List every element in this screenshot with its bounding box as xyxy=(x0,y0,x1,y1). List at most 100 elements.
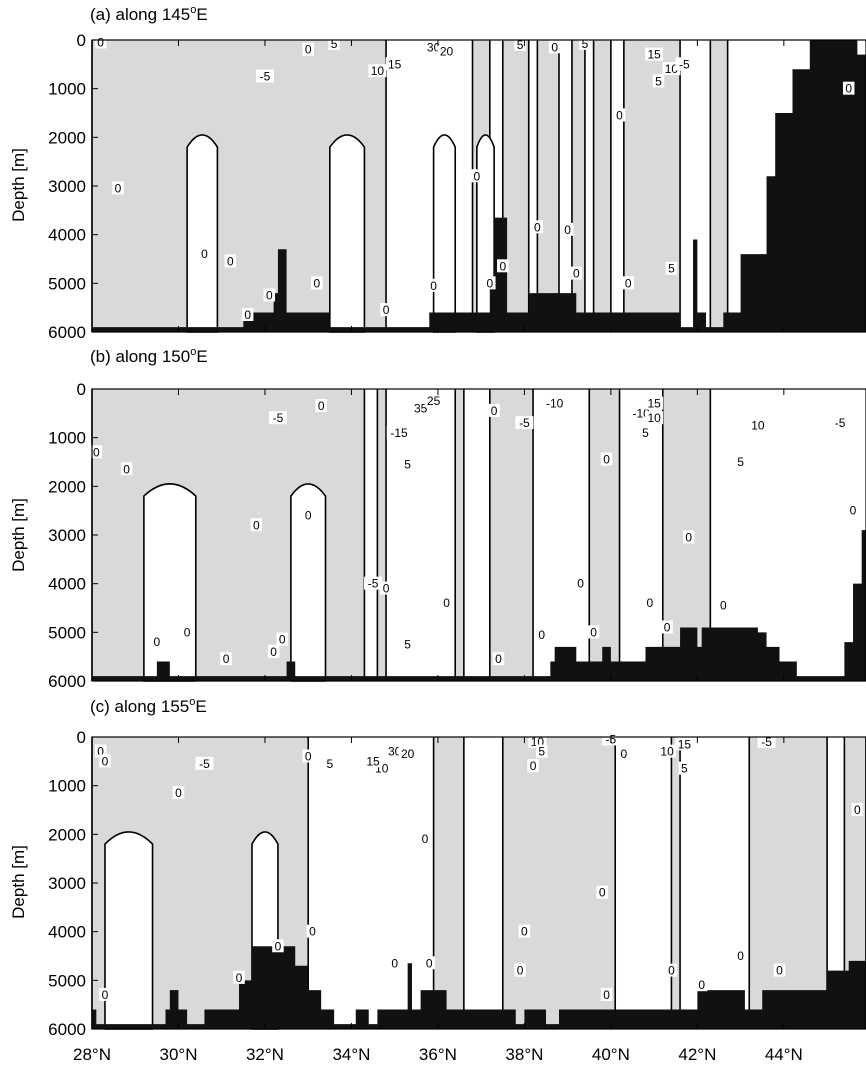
panel-a-contour-label-bg xyxy=(497,259,509,273)
panel-a-contour-label-bg xyxy=(561,222,574,236)
panel-c-contour-label-bg xyxy=(535,744,548,758)
panel-b-y-tick-label: 1000 xyxy=(48,429,86,448)
panel-b-contour-label: 0 xyxy=(184,625,191,639)
panel-b-contour-label-bg xyxy=(535,627,548,641)
panel-c-negative-region xyxy=(671,737,681,1029)
panel-b-contour-label: 15 xyxy=(647,397,661,411)
panel-a-y-tick-label: 5000 xyxy=(48,274,86,293)
panel-c-contour-label: 5 xyxy=(681,762,688,776)
panel-a-contour-label-bg xyxy=(94,35,107,49)
panel-a-contour-label: 0 xyxy=(573,267,580,281)
panel-a-contour-label: 15 xyxy=(388,57,402,71)
panel-c-contour-label-bg xyxy=(195,756,214,770)
panel-b-contour-label: 0 xyxy=(123,462,130,476)
panel-b-contour-label-bg xyxy=(645,411,664,425)
panel-b-contour-label: 5 xyxy=(642,426,649,440)
panel-b-contour-label-bg xyxy=(401,637,414,651)
panel-a-contour-label-bg xyxy=(380,303,392,317)
panel-a-contour-label-bg xyxy=(255,69,274,83)
panel-c-contour-label: 15 xyxy=(678,737,692,751)
panel-c-contour-label-bg xyxy=(272,939,284,953)
panel-b-contour-label: 0 xyxy=(318,399,325,413)
panel-a-y-tick-label: 3000 xyxy=(48,177,86,196)
panel-b-negative-region xyxy=(489,389,534,681)
panel-a-negative-region xyxy=(623,40,681,332)
panel-a-contour-label: 5 xyxy=(582,37,589,51)
panel-a-contour-label-bg xyxy=(622,276,634,290)
panel-c-contour-label-bg xyxy=(514,963,526,977)
panel-c-contour-label-bg xyxy=(306,924,319,938)
panel-c-contour-label-bg xyxy=(851,803,864,816)
panel-b-contour-label: 0 xyxy=(646,596,653,610)
x-tick-label: 34°N xyxy=(332,1045,370,1064)
panel-c-contour-label: 5 xyxy=(326,757,333,771)
panel-c-contour-label: 0 xyxy=(517,964,524,978)
panel-b-contour-label-bg xyxy=(639,425,652,439)
panel-c-contour-label-bg xyxy=(364,754,383,768)
x-tick-label: 36°N xyxy=(419,1045,457,1064)
panel-a-negative-region xyxy=(710,40,728,332)
panel-a-contour-label-bg xyxy=(437,44,456,58)
panel-c-contour-label-bg xyxy=(388,956,401,970)
panel-b-contour-label-bg xyxy=(600,452,613,466)
panel-c-contour-label: 0 xyxy=(776,964,783,978)
panel-b-y-tick-label: 6000 xyxy=(48,672,86,691)
panel-b-contour-label: 0 xyxy=(577,577,584,591)
panel-b-contour-label-bg xyxy=(424,394,443,408)
panel-b-contour-label-bg xyxy=(181,625,193,639)
panel-c-positive-column xyxy=(104,831,154,1030)
panel-b-contour-label: 0 xyxy=(850,504,857,518)
panel-c-contour-label-bg xyxy=(695,978,708,992)
panel-b-contour-label-bg xyxy=(364,576,383,590)
panel-c-contour-label-bg xyxy=(172,785,185,799)
panel-b-contour-label-bg xyxy=(542,396,567,410)
panel-b-contour-label-bg xyxy=(90,445,103,459)
panel-b-contour-label: -5 xyxy=(519,416,530,430)
panel-c-contour-label-bg xyxy=(665,963,678,977)
panel-c-title: (c) along 155oE xyxy=(90,696,207,716)
panel-c-negative-region xyxy=(502,737,616,1029)
panel-a-contour-label-bg xyxy=(112,181,124,195)
panel-c-contour-label: 0 xyxy=(621,747,628,761)
panel-a-contour-label-bg xyxy=(224,254,237,268)
panel-b-contour-label: 0 xyxy=(305,509,312,523)
panel-b-contour-label: 0 xyxy=(538,628,545,642)
panel-c-contour-label: 10 xyxy=(660,745,674,759)
panel-c-contour-label-bg xyxy=(734,949,747,962)
y-axis-label-b: Depth [m] xyxy=(9,498,28,572)
panel-b-negative-region xyxy=(377,389,387,681)
panel-b-contour-label-bg xyxy=(315,399,327,413)
panel-a-contour-label: 5 xyxy=(655,74,662,88)
panel-b-contour-label: 5 xyxy=(404,638,411,652)
panel-c-contour-label-bg xyxy=(324,756,336,770)
panel-c-y-tick-label: 2000 xyxy=(48,825,86,844)
panel-c-contour-label: 0 xyxy=(530,759,537,773)
panel-a-contour-label-bg xyxy=(198,247,211,261)
panel-c-contour-label: 0 xyxy=(102,988,109,1002)
panel-a-positive-column xyxy=(186,134,219,333)
panel-a-negative-region xyxy=(571,40,585,332)
panel-b-contour-label: 35 xyxy=(414,401,428,415)
panel-a-contour-label: 0 xyxy=(97,35,104,49)
panel-b-contour-label: -5 xyxy=(273,411,284,425)
panel-b-contour-label-bg xyxy=(682,530,695,544)
panel-b-contour-label-bg xyxy=(401,457,414,471)
panel-b-contour-label: 0 xyxy=(279,633,286,647)
panel-a-contour-label: 0 xyxy=(551,40,558,54)
panel-b-contour-label-bg xyxy=(831,416,850,430)
panel-b-contour-label-bg xyxy=(492,652,505,666)
panel-a-contour-label-bg xyxy=(514,37,526,51)
panel-b-contour-label: 0 xyxy=(154,635,161,649)
panel-b-contour-label: -5 xyxy=(368,577,379,591)
panel-a-contour-label: 0 xyxy=(499,259,506,273)
panel-a-contour-label-bg xyxy=(548,40,561,54)
panel-c-contour-label: 0 xyxy=(97,745,104,759)
panel-c-contour-label: 0 xyxy=(698,978,705,992)
panel-c-y-tick-label: 5000 xyxy=(48,971,86,990)
x-tick-label: 30°N xyxy=(159,1045,197,1064)
panel-a-positive-column xyxy=(432,134,457,333)
panel-a-contour-label-bg xyxy=(613,108,626,122)
panel-c-contour-label-bg xyxy=(658,744,677,758)
